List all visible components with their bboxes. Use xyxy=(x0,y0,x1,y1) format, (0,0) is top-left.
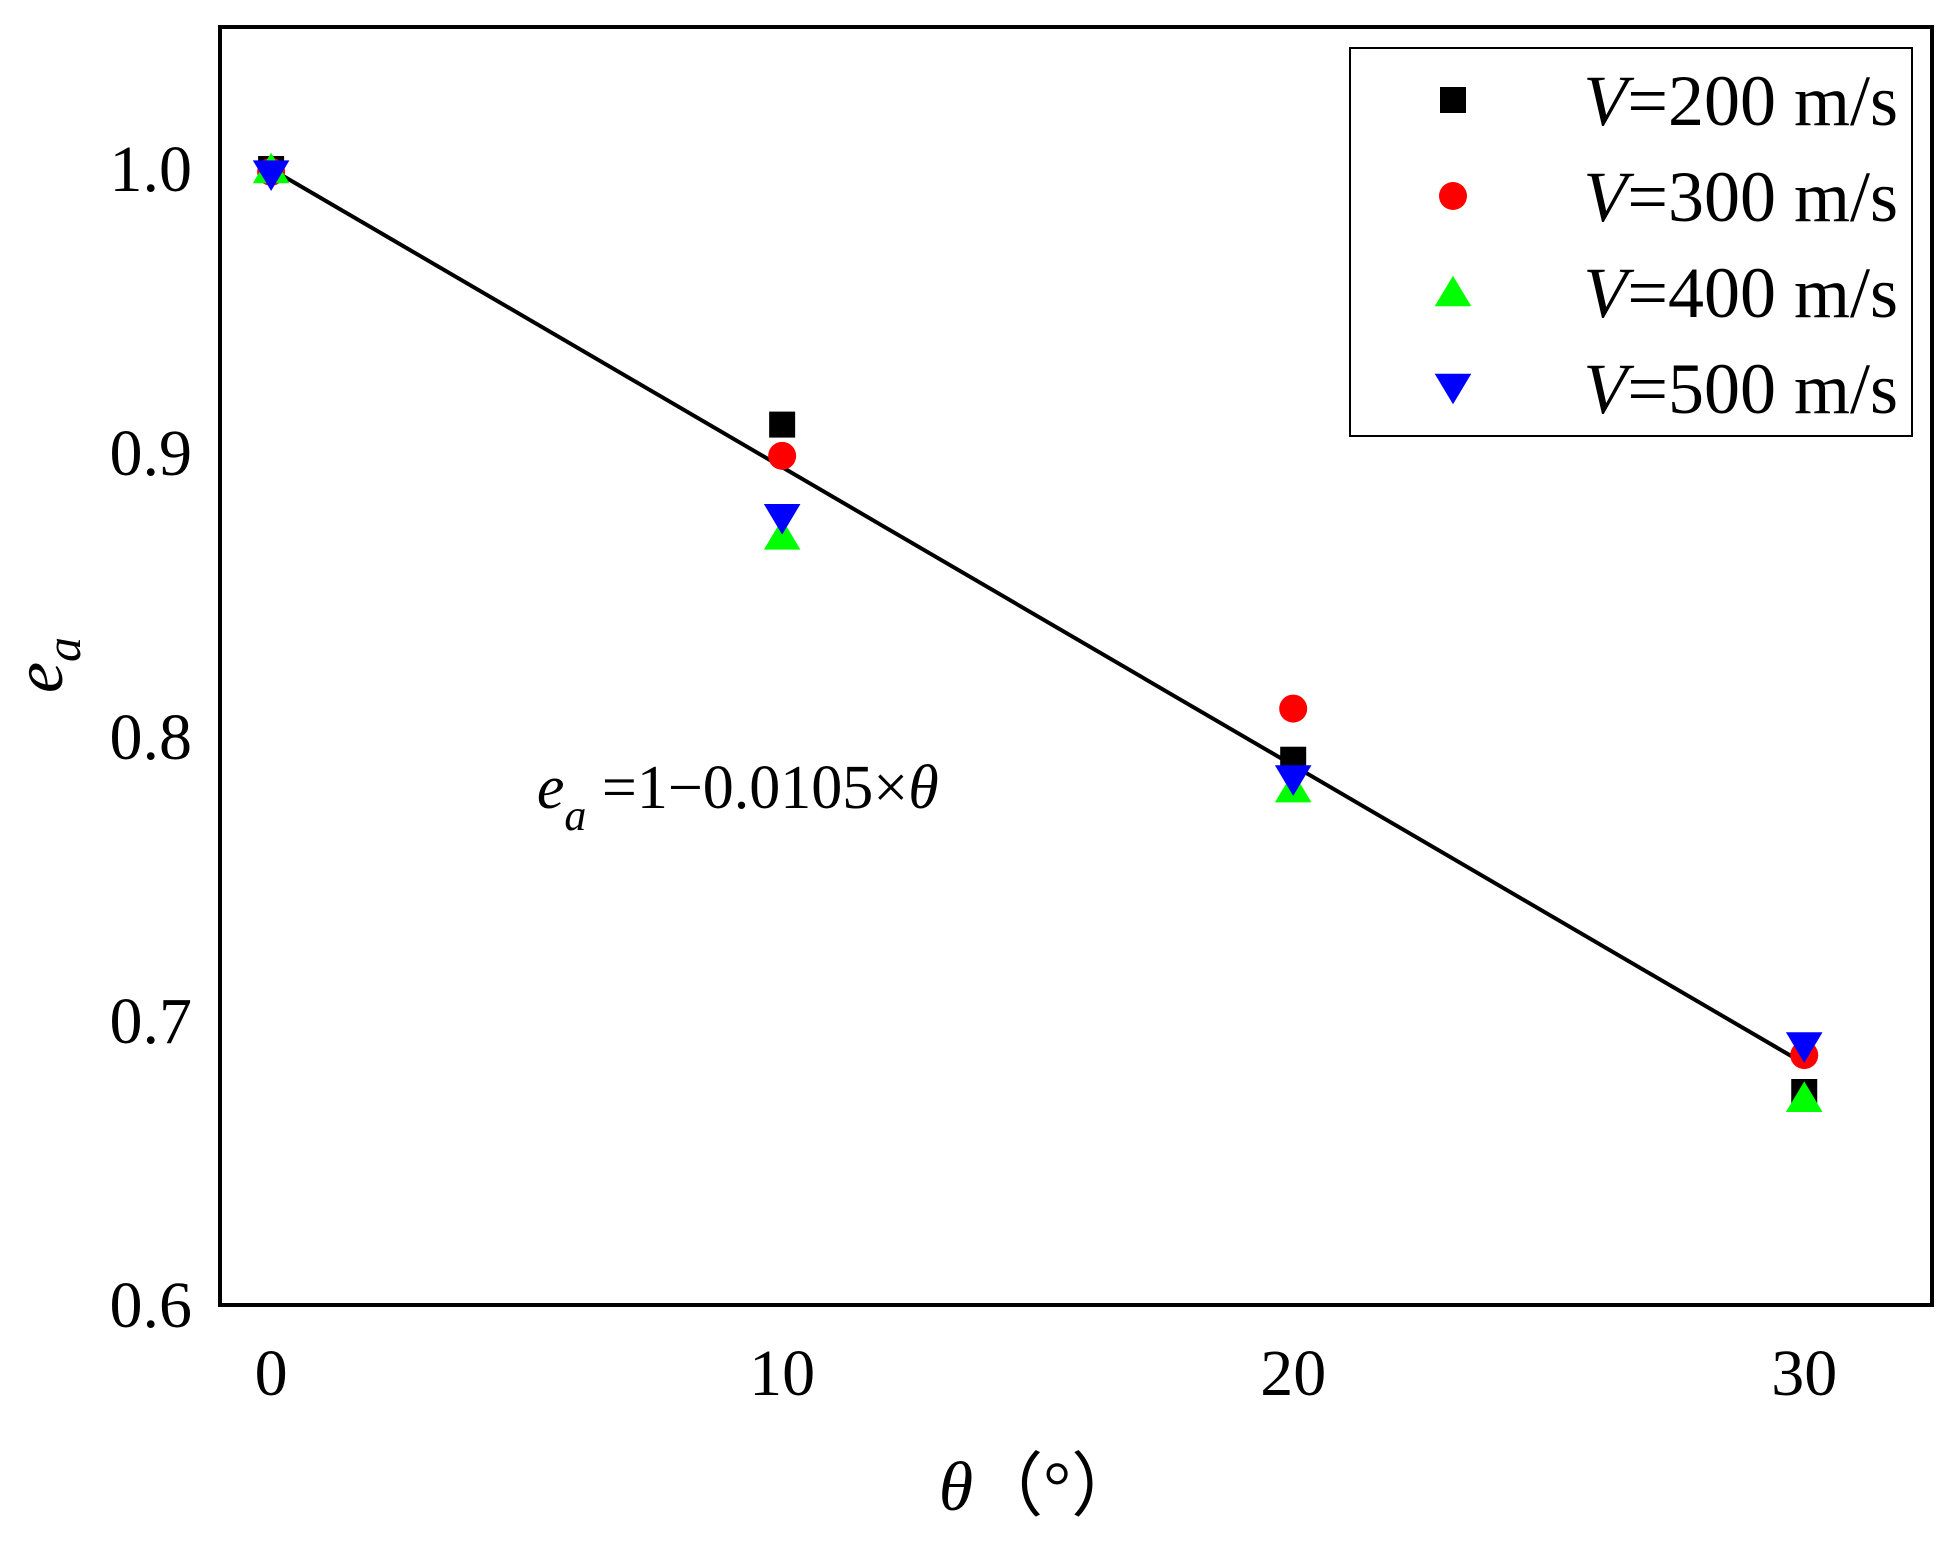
y-axis-title: ea xyxy=(1,637,91,693)
plot-area-frame xyxy=(218,25,1934,1307)
legend-marker xyxy=(1439,182,1467,210)
x-axis-title: θ（°） xyxy=(939,1449,1141,1526)
fit-line xyxy=(270,167,1806,1066)
y-tick-label: 0.8 xyxy=(110,701,193,774)
fit-line-layer xyxy=(270,167,1806,1066)
data-point-series-4 xyxy=(1274,765,1312,796)
y-tick-label: 0.6 xyxy=(110,1269,193,1342)
x-tick-label: 0 xyxy=(255,1337,288,1410)
data-point-series-1 xyxy=(769,411,796,438)
x-tick-label: 30 xyxy=(1771,1337,1837,1410)
legend-label: V=400 m/s xyxy=(1583,253,1898,333)
x-tick-label: 20 xyxy=(1260,1337,1326,1410)
y-tick-label: 1.0 xyxy=(110,133,193,206)
x-axis: 0 10 20 30 xyxy=(255,1337,1838,1410)
legend: V=200 m/s V=300 m/s V=400 m/s V=500 m/s xyxy=(1349,47,1913,437)
legend-marker xyxy=(1440,87,1466,113)
y-tick-label: 0.7 xyxy=(110,985,193,1058)
legend-label: V=500 m/s xyxy=(1583,349,1898,429)
fit-equation-annotation: ea =1−0.0105×θ xyxy=(537,754,939,840)
data-point-series-3 xyxy=(1785,1081,1823,1112)
legend-label: V=200 m/s xyxy=(1583,61,1898,141)
legend-marker xyxy=(1434,275,1472,307)
data-point-series-2 xyxy=(1279,694,1308,723)
data-points-layer xyxy=(252,152,1823,1112)
data-point-series-4 xyxy=(763,504,801,535)
x-tick-label: 10 xyxy=(749,1337,815,1410)
legend-label: V=300 m/s xyxy=(1583,157,1898,237)
data-point-series-4 xyxy=(1785,1032,1823,1063)
y-tick-label: 0.9 xyxy=(110,417,193,490)
data-point-series-4 xyxy=(252,160,290,191)
legend-marker xyxy=(1434,373,1472,405)
data-point-series-2 xyxy=(768,441,797,470)
y-axis: 0.6 0.7 0.8 0.9 1.0 xyxy=(110,133,193,1342)
